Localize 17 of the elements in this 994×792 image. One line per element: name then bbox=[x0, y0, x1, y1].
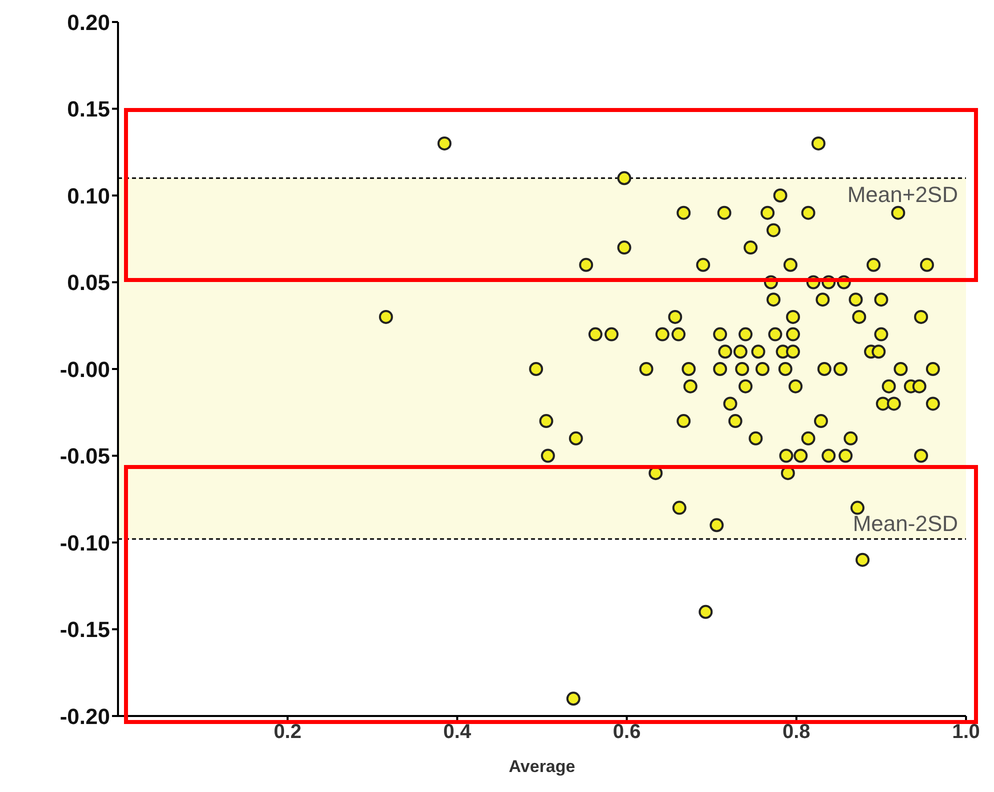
x-tick-label: 0.8 bbox=[782, 721, 810, 744]
y-tick-label: 0.05 bbox=[67, 270, 110, 296]
y-tick-label: -0.15 bbox=[60, 617, 110, 642]
x-tick-label: 0.6 bbox=[612, 721, 641, 744]
x-tick-label: 1.0 bbox=[952, 721, 980, 744]
y-tick-label: 0.20 bbox=[67, 10, 110, 35]
y-tick-label: 0.15 bbox=[67, 96, 110, 122]
ref-line-label: Mean-2SD bbox=[852, 511, 958, 536]
y-tick-label: -0.05 bbox=[60, 444, 110, 469]
y-tick-label: -0.00 bbox=[60, 356, 110, 382]
x-tick-label: 0.2 bbox=[274, 721, 302, 744]
y-tick-label: -0.10 bbox=[60, 530, 110, 556]
x-axis-title: Average bbox=[508, 757, 576, 776]
ref-line-label: Mean+2SD bbox=[847, 182, 958, 207]
y-tick-label: 0.10 bbox=[67, 183, 110, 208]
x-tick-label: 0.4 bbox=[443, 721, 472, 744]
y-tick-label: -0.20 bbox=[60, 704, 110, 729]
